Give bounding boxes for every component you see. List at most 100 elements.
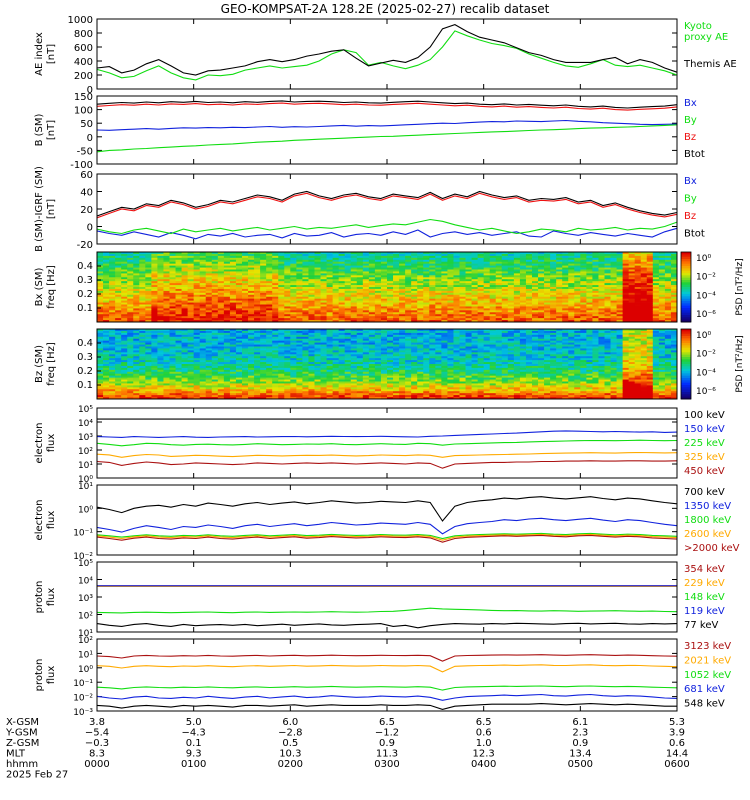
spectrogram-cell [235,290,243,294]
spectrogram-cell [344,294,352,298]
spectrogram-cell [169,294,176,298]
spectrogram-cell [229,310,237,313]
spectrogram-cell [538,267,545,270]
spectrogram-cell [447,302,454,305]
spectrogram-cell [658,253,666,257]
spectrogram-cell [175,275,182,278]
spectrogram-cell [211,379,219,382]
spectrogram-cell [483,300,491,303]
spectrogram-cell [423,281,430,284]
spectrogram-cell [670,253,678,257]
spectrogram-cell [290,334,297,338]
spectrogram-cell [562,267,569,270]
spectrogram-cell [489,257,497,261]
spectrogram-cell [211,283,219,286]
spectrogram-cell [229,271,237,274]
spectrogram-cell [308,275,315,278]
spectrogram-cell [242,285,249,288]
y-axis-label: freq [Hz] [46,265,57,309]
spectrogram-cell [133,269,140,272]
spectrogram-cell [562,265,569,268]
spectrogram-cell [187,344,195,347]
spectrogram-cell [411,277,418,280]
spectrogram-cell [284,318,291,321]
spectrogram-cell [550,288,557,292]
spectrogram-cell [411,310,418,313]
spectrogram-cell [532,288,539,292]
spectrogram-cell [133,310,140,313]
spectrogram-cell [205,271,213,274]
spectrogram-cell [435,279,442,282]
spectrogram-cell [447,257,454,261]
spectrogram-cell [308,385,315,388]
spectrogram-cell [272,381,279,384]
spectrogram-cell [459,252,466,255]
spectrogram-cell [145,352,152,355]
spectrogram-cell [368,288,376,292]
spectrogram-cell [205,348,213,351]
spectrogram-cell [495,253,503,257]
spectrogram-cell [519,316,527,319]
spectrogram-cell [544,316,551,319]
spectrogram-cell [121,283,128,286]
spectrogram-cell [109,385,116,388]
spectrogram-cell [368,255,376,259]
spectrogram-cell [326,292,334,296]
spectrogram-cell [193,275,201,278]
spectrogram-cell [429,279,436,282]
spectrogram-cell [127,310,134,313]
spectrogram-cell [640,279,648,282]
spectrogram-cell [127,397,134,400]
spectrogram-cell [217,342,225,345]
spectrogram-cell [163,389,170,392]
spectrogram-cell [380,290,388,294]
spectrogram-cell [320,312,327,315]
spectrogram-cell [483,279,491,282]
spectrogram-cell [260,287,267,290]
spectrogram-cell [187,320,195,323]
spectrogram-cell [217,255,225,259]
spectrogram-cell [242,253,249,257]
spectrogram-cell [495,263,503,267]
spectrogram-cell [169,383,176,386]
spectrogram-cell [616,302,624,305]
spectrogram-cell [187,253,195,257]
spectrogram-cell [187,393,195,396]
spectrogram-cell [139,350,146,353]
spectrogram-cell [199,320,207,323]
spectrogram-cell [139,389,146,392]
spectrogram-cell [151,265,158,268]
spectrogram-cell [350,267,358,270]
spectrogram-cell [109,381,116,384]
spectrogram-cell [320,279,327,282]
spectrogram-cell [193,362,201,365]
spectrogram-cell [640,277,648,280]
spectrogram-cell [483,263,491,267]
spectrogram-cell [175,377,182,380]
spectrogram-cell [175,391,182,394]
spectrogram-cell [139,395,146,398]
spectrogram-cell [598,292,605,296]
spectrogram-cell [235,387,243,390]
spectrogram-cell [266,358,273,361]
spectrogram-cell [248,344,255,347]
spectrogram-cell [139,265,146,268]
spectrogram-cell [483,306,491,309]
spectrogram-cell [163,310,170,313]
spectrogram-cell [272,263,279,267]
spectrogram-cell [193,310,201,313]
spectrogram-cell [97,387,104,390]
spectrogram-cell [362,279,370,282]
spectrogram-cell [109,288,116,292]
spectrogram-cell [592,255,599,259]
spectrogram-cell [489,283,497,286]
spectrogram-cell [121,369,128,373]
spectrogram-cell [211,316,219,319]
spectrogram-cell [278,318,285,321]
spectrogram-cell [616,259,624,263]
spectrogram-cell [453,296,460,300]
spectrogram-cell [393,255,400,259]
spectrogram-cell [332,275,340,278]
spectrogram-cell [610,277,617,280]
spectrogram-cell [495,277,503,280]
